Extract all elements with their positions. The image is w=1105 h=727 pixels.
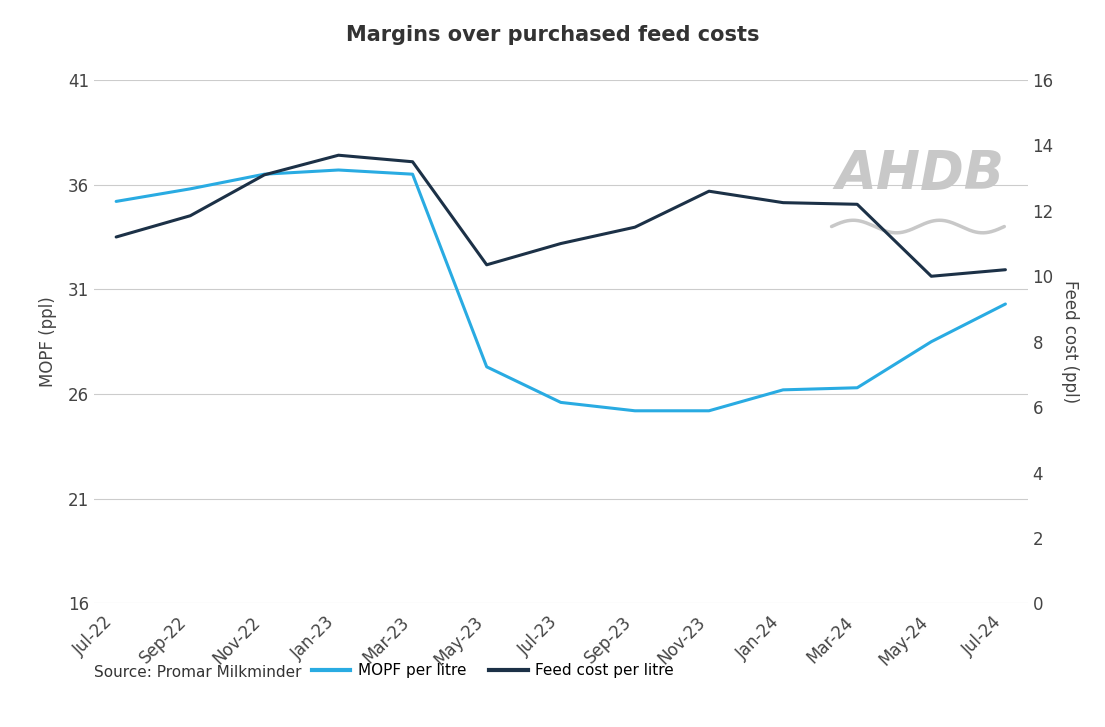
Y-axis label: Feed cost (ppl): Feed cost (ppl) (1061, 280, 1078, 403)
Legend: MOPF per litre, Feed cost per litre: MOPF per litre, Feed cost per litre (306, 657, 680, 684)
Y-axis label: MOPF (ppl): MOPF (ppl) (39, 297, 56, 387)
Text: AHDB: AHDB (835, 148, 1004, 200)
Text: Margins over purchased feed costs: Margins over purchased feed costs (346, 25, 759, 46)
Text: Source: Promar Milkminder: Source: Promar Milkminder (94, 665, 302, 680)
